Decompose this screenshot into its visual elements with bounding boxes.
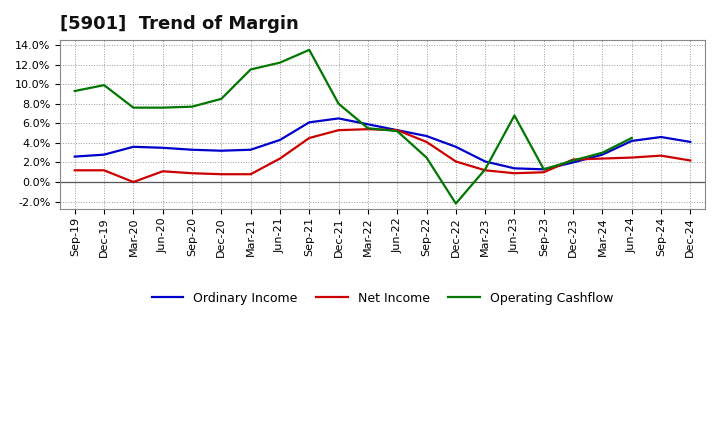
Operating Cashflow (481, 167, 490, 172)
Ordinary Income (451, 144, 460, 150)
Ordinary Income (627, 138, 636, 143)
Net Income (393, 128, 402, 133)
Ordinary Income (481, 159, 490, 164)
Text: [5901]  Trend of Margin: [5901] Trend of Margin (60, 15, 299, 33)
Ordinary Income (305, 120, 314, 125)
Net Income (451, 159, 460, 164)
Ordinary Income (364, 121, 372, 127)
Operating Cashflow (188, 104, 197, 109)
Operating Cashflow (422, 155, 431, 160)
Operating Cashflow (393, 128, 402, 134)
Ordinary Income (100, 152, 109, 157)
Net Income (217, 172, 225, 177)
Operating Cashflow (71, 88, 79, 94)
Ordinary Income (539, 167, 548, 172)
Net Income (100, 168, 109, 173)
Net Income (657, 153, 665, 158)
Ordinary Income (598, 152, 607, 157)
Operating Cashflow (510, 113, 519, 118)
Operating Cashflow (598, 150, 607, 155)
Net Income (627, 155, 636, 160)
Net Income (598, 156, 607, 161)
Ordinary Income (686, 139, 695, 145)
Operating Cashflow (539, 167, 548, 172)
Operating Cashflow (569, 158, 577, 163)
Operating Cashflow (246, 67, 255, 72)
Ordinary Income (657, 134, 665, 139)
Ordinary Income (422, 133, 431, 139)
Net Income (305, 136, 314, 141)
Ordinary Income (188, 147, 197, 152)
Net Income (481, 168, 490, 173)
Operating Cashflow (217, 96, 225, 102)
Operating Cashflow (451, 201, 460, 206)
Net Income (686, 158, 695, 163)
Operating Cashflow (129, 105, 138, 110)
Net Income (71, 168, 79, 173)
Net Income (158, 169, 167, 174)
Ordinary Income (393, 128, 402, 133)
Ordinary Income (217, 148, 225, 154)
Net Income (539, 169, 548, 175)
Net Income (334, 128, 343, 133)
Operating Cashflow (276, 60, 284, 65)
Ordinary Income (71, 154, 79, 159)
Operating Cashflow (305, 47, 314, 52)
Operating Cashflow (158, 105, 167, 110)
Line: Net Income: Net Income (75, 129, 690, 182)
Ordinary Income (569, 160, 577, 165)
Operating Cashflow (100, 82, 109, 88)
Ordinary Income (334, 116, 343, 121)
Net Income (569, 157, 577, 162)
Ordinary Income (158, 145, 167, 150)
Net Income (276, 156, 284, 161)
Line: Operating Cashflow: Operating Cashflow (75, 50, 631, 204)
Line: Ordinary Income: Ordinary Income (75, 118, 690, 169)
Ordinary Income (276, 137, 284, 143)
Legend: Ordinary Income, Net Income, Operating Cashflow: Ordinary Income, Net Income, Operating C… (147, 287, 618, 310)
Operating Cashflow (334, 101, 343, 106)
Ordinary Income (129, 144, 138, 150)
Ordinary Income (510, 166, 519, 171)
Net Income (246, 172, 255, 177)
Net Income (129, 180, 138, 185)
Net Income (422, 139, 431, 145)
Operating Cashflow (627, 136, 636, 141)
Net Income (510, 171, 519, 176)
Operating Cashflow (364, 125, 372, 131)
Ordinary Income (246, 147, 255, 152)
Net Income (364, 127, 372, 132)
Net Income (188, 171, 197, 176)
